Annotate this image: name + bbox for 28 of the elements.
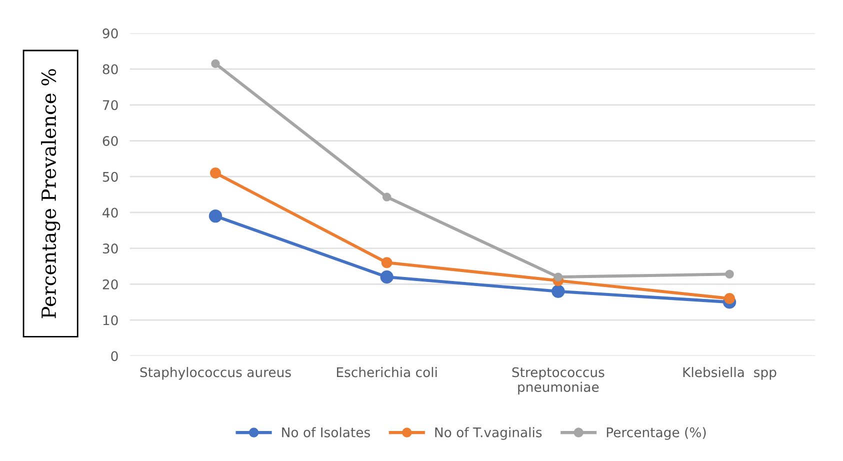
legend-label: No of Isolates	[282, 427, 370, 438]
point	[211, 59, 220, 68]
point	[724, 293, 735, 304]
y-tick-label: 10	[103, 315, 118, 326]
x-tick-label: Escherichia coli	[337, 367, 437, 378]
point	[208, 209, 222, 223]
point	[552, 284, 565, 298]
x-tick-label: Streptococcus pneumoniae	[512, 367, 604, 395]
y-tick-label: 30	[102, 244, 118, 254]
y-tick-label: 60	[102, 136, 118, 146]
y-tick-label: 40	[102, 208, 118, 218]
legend-label: No of T.vaginalis	[435, 427, 542, 440]
y-tick-label: 70	[103, 100, 118, 110]
point	[381, 257, 392, 268]
y-tick-label: 20	[102, 279, 118, 290]
y-tick-label: 80	[102, 64, 118, 74]
legend-label: Percentage (%)	[606, 427, 706, 440]
y-tick-label: 90	[102, 28, 118, 38]
y-tick-label: 50	[102, 172, 118, 182]
point	[380, 270, 394, 284]
point	[210, 168, 221, 179]
y-axis-title: Percentage Prevalence %	[41, 69, 60, 318]
x-tick-label: Staphylococcus aureus	[140, 367, 291, 380]
point	[725, 270, 734, 279]
point	[554, 272, 563, 282]
point	[382, 192, 392, 202]
y-tick-label: 0	[111, 351, 118, 362]
x-tick-label: Klebsiella spp	[683, 367, 776, 380]
